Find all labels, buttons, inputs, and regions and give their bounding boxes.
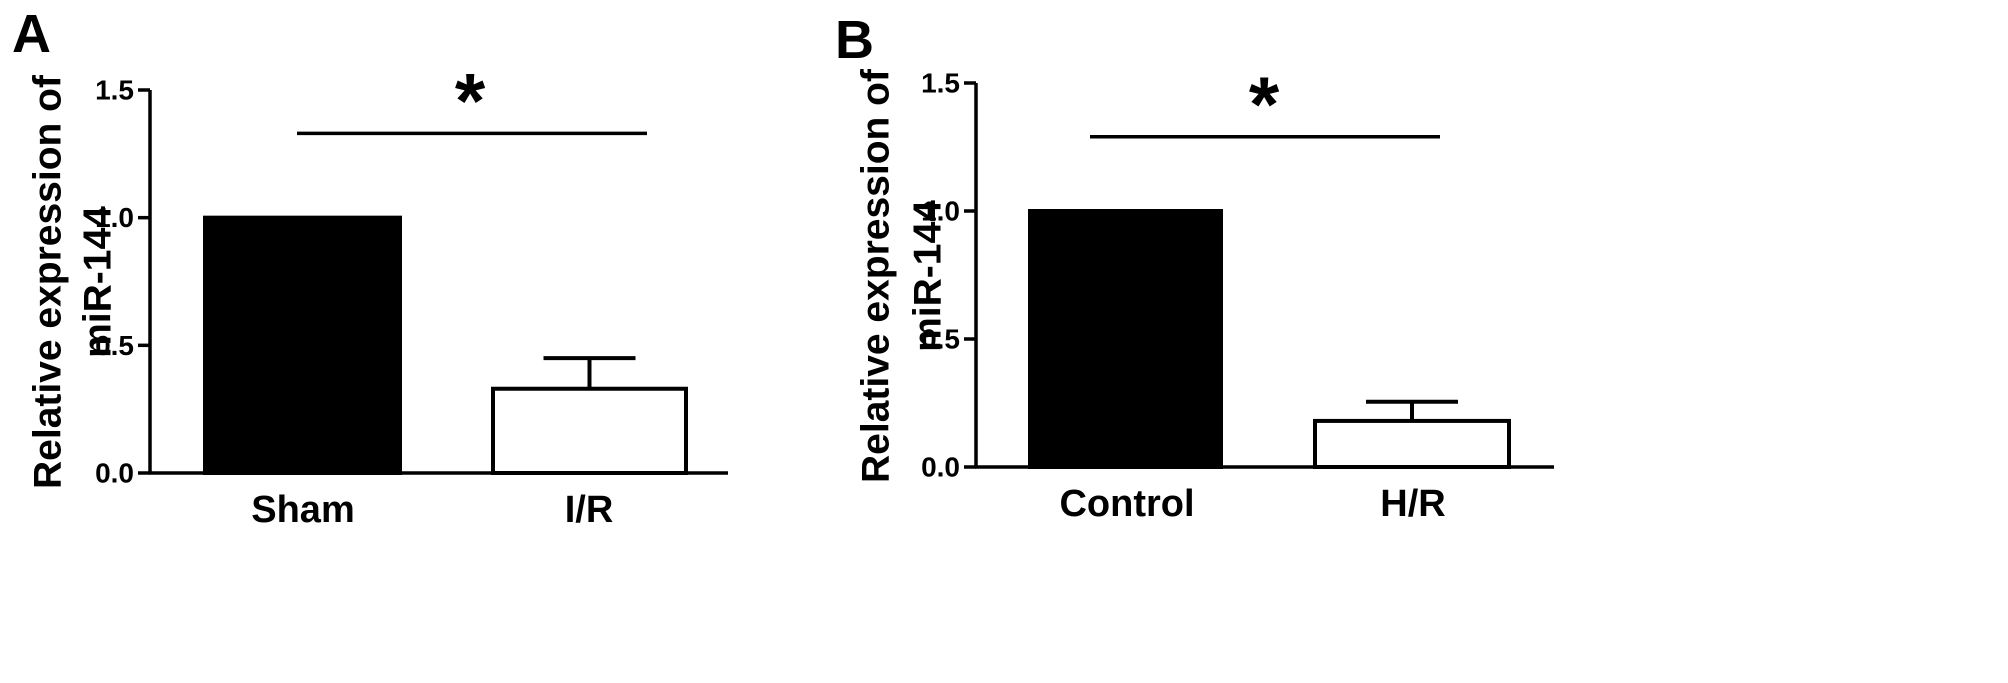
bar-h-r bbox=[1313, 418, 1511, 470]
panel-label: B bbox=[835, 10, 874, 70]
y-axis-label: Relative expression of bbox=[26, 74, 69, 489]
significance-star: * bbox=[455, 56, 486, 144]
y-axis-label: miR-144 bbox=[76, 206, 119, 358]
significance-star: * bbox=[1249, 60, 1280, 148]
y-tick-label: 1.5 bbox=[95, 75, 134, 106]
y-axis-label: Relative expression of bbox=[854, 68, 897, 483]
bar-sham bbox=[203, 215, 402, 475]
y-tick-label: 1.5 bbox=[921, 68, 960, 99]
x-category-label: I/R bbox=[565, 489, 614, 531]
chart-panel-a: A Relative expression of miR-144 0.0 0.5 1.0 1… bbox=[12, 4, 728, 531]
y-tick-label: 0.5 bbox=[95, 330, 134, 361]
y-tick-label: 0.0 bbox=[921, 452, 960, 483]
y-tick-label: 0.5 bbox=[921, 324, 960, 355]
y-axis-label: miR-144 bbox=[906, 200, 949, 352]
y-tick-label: 1.0 bbox=[921, 196, 960, 227]
y-tick-label: 1.0 bbox=[95, 202, 134, 233]
bar-i-r bbox=[491, 386, 688, 475]
x-category-label: Sham bbox=[251, 489, 354, 531]
x-category-label: H/R bbox=[1380, 483, 1445, 525]
y-tick-label: 0.0 bbox=[95, 458, 134, 489]
bar-control bbox=[1028, 209, 1223, 469]
x-category-label: Control bbox=[1059, 483, 1194, 525]
panel-label: A bbox=[12, 4, 51, 64]
